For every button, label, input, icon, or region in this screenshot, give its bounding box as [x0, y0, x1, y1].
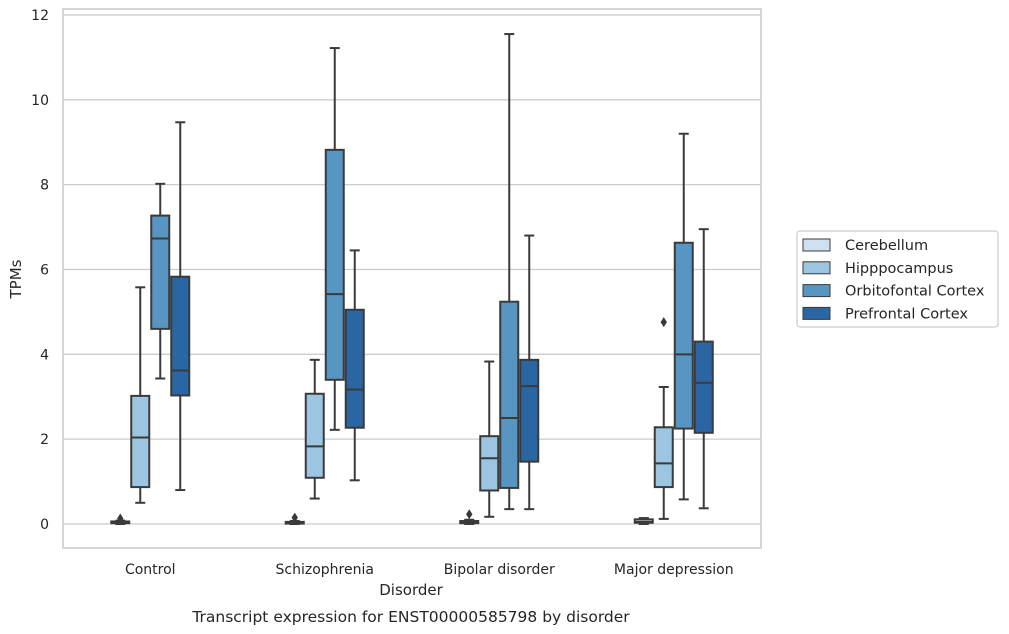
y-axis-title: TPMs: [7, 259, 25, 299]
box-iqr: [693, 340, 714, 434]
x-axis-ticks: Control Schizophrenia Bipolar disorder Majo…: [125, 562, 734, 578]
y-axis-ticks: 0 2 4 6 8 10 12: [31, 8, 49, 533]
y-tick-label: 12: [31, 8, 49, 24]
box-prefrontal-cortex: [519, 234, 540, 511]
box-cerebellum: [110, 513, 131, 525]
y-tick-label: 0: [40, 517, 49, 533]
y-tick-label: 2: [40, 432, 49, 448]
box-orbitofontal-cortex: [324, 47, 345, 431]
y-tick-label: 10: [31, 93, 49, 109]
plot-area-frame: [62, 8, 762, 549]
x-tick-label: Major depression: [614, 562, 734, 578]
legend-label: Orbitofontal Cortex: [845, 284, 985, 300]
box-cerebellum: [459, 509, 480, 525]
box-iqr: [653, 426, 674, 489]
legend-frame: [796, 230, 999, 328]
box-iqr: [130, 394, 151, 489]
legend-swatch: [802, 238, 831, 252]
box-orbitofontal-cortex: [673, 132, 694, 501]
box-iqr: [479, 435, 500, 492]
box-orbitofontal-cortex: [150, 182, 171, 380]
chart-caption: Transcript expression for ENST0000058579…: [191, 608, 630, 626]
box-cerebellum: [284, 512, 305, 525]
box-hipppocampus: [479, 360, 500, 518]
box-iqr: [519, 358, 540, 463]
box-hipppocampus: [304, 358, 325, 500]
outlier-point: [291, 512, 298, 523]
legend-label: Prefrontal Cortex: [845, 306, 968, 322]
box-prefrontal-cortex: [344, 249, 365, 482]
box-iqr: [673, 241, 694, 430]
box-orbitofontal-cortex: [499, 33, 520, 511]
legend-swatch: [802, 261, 831, 275]
legend: Cerebellum Hipppocampus Orbitofontal Corte…: [796, 230, 999, 328]
box-iqr: [150, 214, 171, 330]
box-prefrontal-cortex: [693, 228, 714, 510]
box-iqr: [344, 308, 365, 429]
box-hipppocampus: [653, 317, 674, 520]
box-series: [110, 33, 714, 525]
box-iqr: [324, 148, 345, 381]
x-tick-label: Bipolar disorder: [444, 562, 555, 578]
box-cerebellum: [633, 517, 654, 525]
legend-swatch: [802, 284, 831, 298]
box-iqr: [499, 300, 520, 489]
box-hipppocampus: [130, 286, 151, 504]
box-prefrontal-cortex: [170, 121, 191, 492]
x-tick-label: Schizophrenia: [276, 562, 374, 578]
legend-label: Cerebellum: [845, 238, 928, 254]
y-tick-label: 8: [40, 178, 49, 194]
box-iqr: [304, 392, 325, 479]
legend-swatch: [802, 306, 831, 320]
x-axis-title: Disorder: [379, 581, 443, 599]
y-tick-label: 4: [40, 347, 49, 363]
legend-label: Hipppocampus: [845, 261, 953, 277]
box-iqr: [170, 275, 191, 397]
outlier-point: [117, 513, 124, 524]
y-tick-label: 6: [40, 262, 49, 278]
outlier-point: [660, 317, 667, 328]
outlier-point: [466, 509, 473, 520]
x-tick-label: Control: [125, 562, 176, 578]
